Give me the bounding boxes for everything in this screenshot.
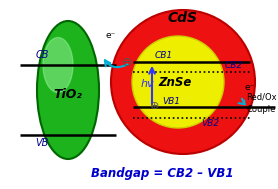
Text: VB2: VB2 <box>201 119 219 129</box>
Text: CB1: CB1 <box>155 51 173 60</box>
Text: Bandgap = CB2 – VB1: Bandgap = CB2 – VB1 <box>91 167 233 180</box>
Ellipse shape <box>43 37 73 92</box>
Text: VB: VB <box>35 138 49 148</box>
Text: ⊕: ⊕ <box>150 101 160 111</box>
Text: Couple: Couple <box>246 105 276 114</box>
Circle shape <box>111 10 255 154</box>
Ellipse shape <box>37 21 99 159</box>
Text: hv: hv <box>140 79 154 89</box>
Circle shape <box>132 36 224 128</box>
Text: e⁻: e⁻ <box>106 30 116 40</box>
Text: VB1: VB1 <box>162 98 180 106</box>
Text: CB2: CB2 <box>225 61 243 70</box>
Text: CB: CB <box>35 50 49 60</box>
Text: Red/Ox: Red/Ox <box>246 92 276 101</box>
Text: e⁻: e⁻ <box>245 84 255 92</box>
Text: CdS: CdS <box>168 11 198 25</box>
Text: ZnSe: ZnSe <box>158 77 192 90</box>
Text: TiO₂: TiO₂ <box>54 88 83 101</box>
Text: ⊖: ⊖ <box>122 57 132 70</box>
